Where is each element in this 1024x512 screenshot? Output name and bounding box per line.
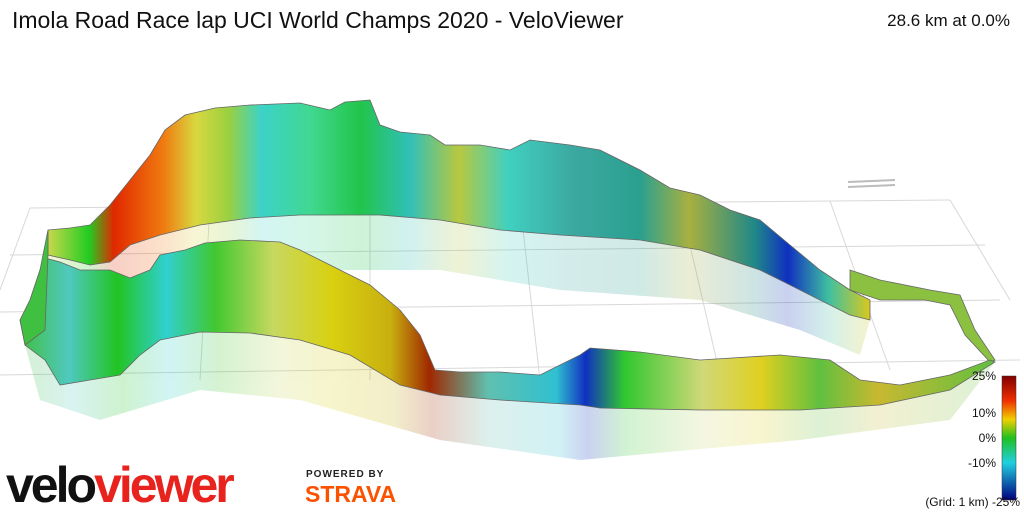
route-left-edge (19, 229, 49, 346)
scale-label: (Grid: 1 km) -25% (925, 495, 1020, 509)
scale-label: 0% (979, 431, 997, 445)
compass-arrows (847, 179, 896, 188)
scale-label: 25% (972, 369, 996, 383)
logo-part: velo (6, 457, 96, 512)
scale-label: -10% (968, 456, 996, 470)
route-front-ribbon (19, 239, 996, 411)
scale-label: 10% (972, 406, 996, 420)
title: Imola Road Race lap UCI World Champs 202… (12, 7, 624, 33)
strava: STRAVA (305, 481, 396, 507)
summary: 28.6 km at 0.0% (887, 11, 1010, 30)
route-right-loop (849, 269, 996, 363)
logo-part: viewer (94, 457, 234, 512)
gradient-scale (1001, 375, 1017, 501)
logo: veloviewer (6, 457, 234, 512)
route-back-ribbon (47, 99, 871, 321)
powered-by: POWERED BY (306, 469, 384, 480)
